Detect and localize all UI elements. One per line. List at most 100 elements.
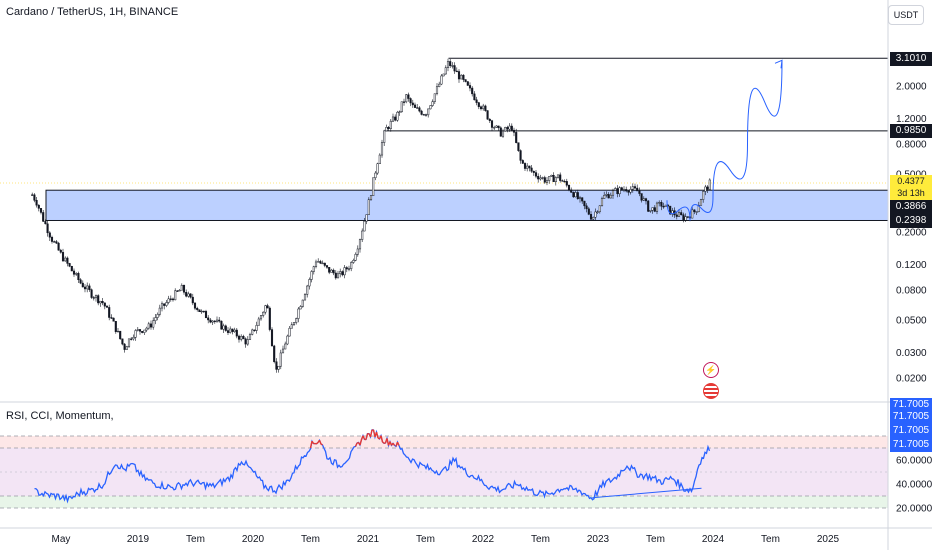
- candle: [462, 74, 465, 80]
- candle: [422, 114, 425, 116]
- candle: [686, 216, 689, 218]
- candle: [378, 154, 381, 164]
- candle: [101, 301, 104, 304]
- candle: [341, 271, 344, 276]
- candle: [167, 298, 170, 303]
- candle: [585, 205, 588, 210]
- candle: [215, 319, 219, 322]
- candle: [53, 241, 56, 243]
- candle: [121, 338, 124, 345]
- candle: [607, 194, 610, 199]
- candle: [706, 186, 709, 190]
- zone-bottom-price-label: 0.2398: [890, 214, 932, 228]
- candle: [319, 261, 322, 264]
- projection-arrowhead: [774, 59, 783, 69]
- price-tick-label: 0.2000: [896, 228, 927, 239]
- current-price-countdown: 3d 13h: [897, 188, 925, 198]
- candle: [629, 189, 632, 193]
- candle: [114, 321, 117, 332]
- candle: [682, 214, 685, 221]
- candle: [380, 142, 384, 156]
- candle: [253, 329, 256, 331]
- zone-top-price-label: 0.3866: [890, 200, 932, 214]
- candle: [438, 83, 441, 87]
- candle: [339, 271, 342, 275]
- candle: [189, 293, 192, 298]
- candle: [457, 71, 461, 80]
- candle: [246, 339, 249, 345]
- candle: [92, 297, 95, 299]
- candle: [554, 177, 557, 183]
- candle: [642, 198, 645, 201]
- candle: [64, 257, 67, 262]
- candle: [486, 110, 489, 120]
- indicator-title: RSI, CCI, Momentum,: [6, 410, 114, 422]
- flash-icon[interactable]: ⚡: [703, 362, 719, 378]
- price-tick-label: 2.0000: [896, 82, 927, 93]
- candle: [154, 317, 157, 321]
- candle: [143, 329, 146, 333]
- candle: [620, 187, 623, 191]
- candle: [308, 279, 311, 287]
- candle: [97, 295, 100, 304]
- candle: [99, 301, 102, 304]
- price-tick-label: 0.1200: [896, 260, 927, 271]
- candle: [578, 197, 582, 200]
- candle: [174, 290, 177, 301]
- candle: [691, 209, 694, 219]
- candle: [110, 317, 113, 319]
- candle: [68, 263, 71, 267]
- us-flag-icon[interactable]: [703, 383, 719, 399]
- candle: [675, 214, 678, 217]
- candle: [618, 187, 621, 195]
- candle: [589, 214, 593, 220]
- current-price-label: 0.4377 3d 13h: [890, 175, 932, 201]
- candle: [297, 308, 300, 319]
- candle: [614, 188, 617, 191]
- candle: [105, 305, 109, 308]
- candle: [284, 343, 287, 350]
- candle: [528, 165, 531, 169]
- candle: [222, 325, 225, 330]
- candle: [598, 205, 601, 213]
- candle: [35, 200, 38, 206]
- candle: [196, 308, 199, 310]
- candle: [449, 61, 452, 66]
- candle: [541, 177, 544, 179]
- candle: [638, 190, 641, 194]
- candle: [471, 87, 474, 95]
- candle: [515, 132, 518, 143]
- candle: [279, 352, 282, 367]
- candle: [330, 269, 333, 273]
- candle: [455, 70, 458, 73]
- candle: [433, 93, 436, 102]
- candle: [299, 306, 302, 310]
- time-tick-label: Tem: [416, 534, 435, 545]
- candle: [565, 181, 568, 186]
- candle: [627, 190, 630, 193]
- candle: [583, 200, 586, 207]
- candle: [374, 172, 377, 179]
- candle: [160, 303, 164, 309]
- currency-button[interactable]: USDT: [888, 5, 924, 25]
- candle: [240, 335, 243, 340]
- candle: [548, 176, 551, 181]
- candle: [145, 327, 148, 331]
- candle: [576, 192, 579, 200]
- candle: [48, 232, 51, 238]
- candle: [301, 299, 304, 307]
- candle: [385, 127, 388, 132]
- candle: [86, 285, 89, 290]
- candle: [479, 106, 483, 110]
- candle: [407, 94, 410, 99]
- candle: [574, 192, 577, 198]
- candle: [187, 293, 190, 297]
- candle: [651, 207, 654, 211]
- rsi-tick-label: 60.0000: [896, 456, 932, 467]
- candle: [424, 114, 428, 116]
- support-zone: [45, 189, 889, 221]
- candle: [39, 208, 43, 213]
- candle: [699, 199, 703, 206]
- candle: [592, 216, 595, 220]
